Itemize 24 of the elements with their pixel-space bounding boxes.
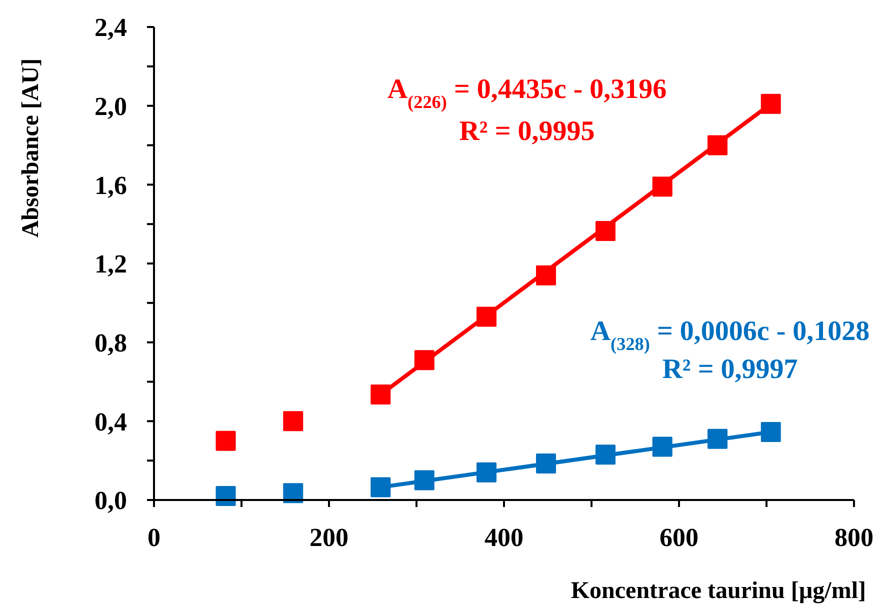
- point: [216, 486, 236, 506]
- y-tick-label: 1,6: [94, 170, 127, 200]
- point: [370, 477, 391, 498]
- point: [283, 411, 304, 432]
- x-tick-label: 200: [310, 523, 348, 552]
- y-tick-label: 0,8: [94, 328, 127, 358]
- annotation: A$_{(226)}$ = 0,4435c - 0,3196: [387, 74, 667, 112]
- y-tick-label: 2,4: [94, 13, 127, 42]
- y-axis-title: Absorbance [AU]: [18, 58, 44, 238]
- annotation: A$_{(328)}$ = 0,0006c - 0,1028: [590, 316, 870, 354]
- point: [216, 430, 236, 451]
- point: [283, 483, 304, 504]
- point: [760, 422, 781, 442]
- x-tick-label: 800: [834, 523, 874, 552]
- y-tick-label: 0,4: [94, 407, 127, 436]
- annotation: R² = 0,9997: [662, 354, 798, 385]
- y-tick-label: 0,0: [94, 486, 127, 516]
- x-tick-label: 0: [148, 523, 160, 552]
- y-tick-label: 2,0: [94, 92, 127, 121]
- x-tick-label: 400: [484, 523, 524, 552]
- annotation: R² = 0,9995: [459, 116, 595, 147]
- y-tick-label: 1,2: [94, 250, 127, 279]
- x-axis-title: Koncentrace taurinu [µg/ml]: [570, 578, 866, 604]
- x-tick-label: 600: [660, 523, 698, 552]
